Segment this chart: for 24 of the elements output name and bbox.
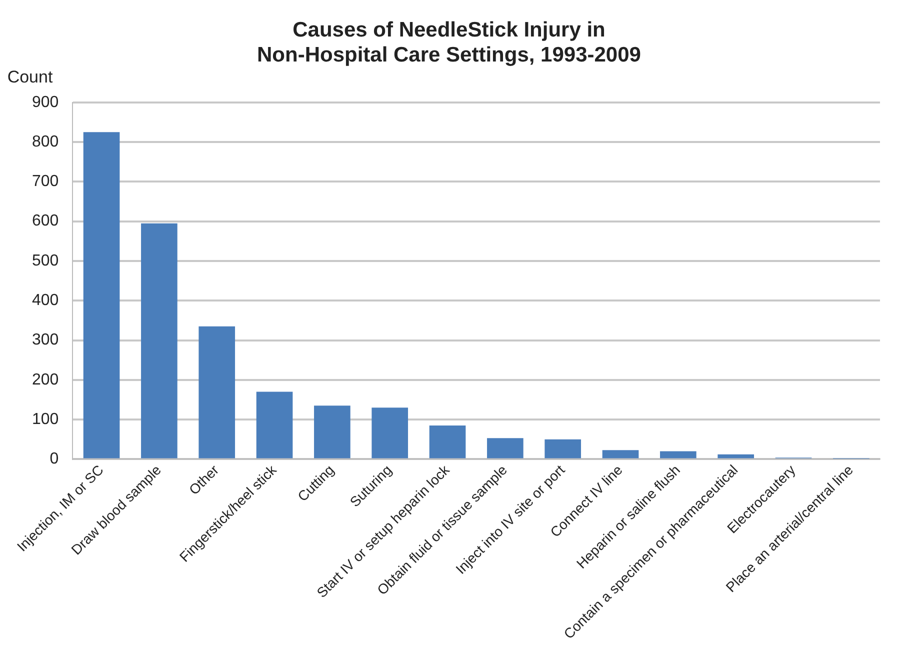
y-tick-label: 100 <box>32 410 59 428</box>
bar <box>256 392 293 458</box>
bar <box>429 425 466 458</box>
y-tick-label: 200 <box>32 371 59 388</box>
y-tick-label: 0 <box>50 450 59 468</box>
bar <box>83 132 120 458</box>
y-tick-label: 600 <box>32 212 59 230</box>
y-tick-label: 400 <box>32 292 59 310</box>
y-axis-title: Count <box>7 68 53 87</box>
y-tick-label: 700 <box>32 173 59 190</box>
bar <box>544 439 582 458</box>
bar <box>660 451 696 458</box>
bar <box>141 223 178 458</box>
y-tick-label: 800 <box>32 133 59 150</box>
bar <box>198 326 236 458</box>
chart-title: Causes of NeedleStick Injury in Non-Hospital Care Settings, 1993-2009 <box>257 18 641 67</box>
y-tick-label: 300 <box>32 332 59 349</box>
y-tick-label: 900 <box>32 94 59 111</box>
bar <box>314 406 350 458</box>
bar <box>487 438 524 458</box>
bar <box>372 408 408 458</box>
bar <box>602 450 639 458</box>
y-tick-label: 500 <box>32 252 59 270</box>
bar <box>718 454 754 458</box>
